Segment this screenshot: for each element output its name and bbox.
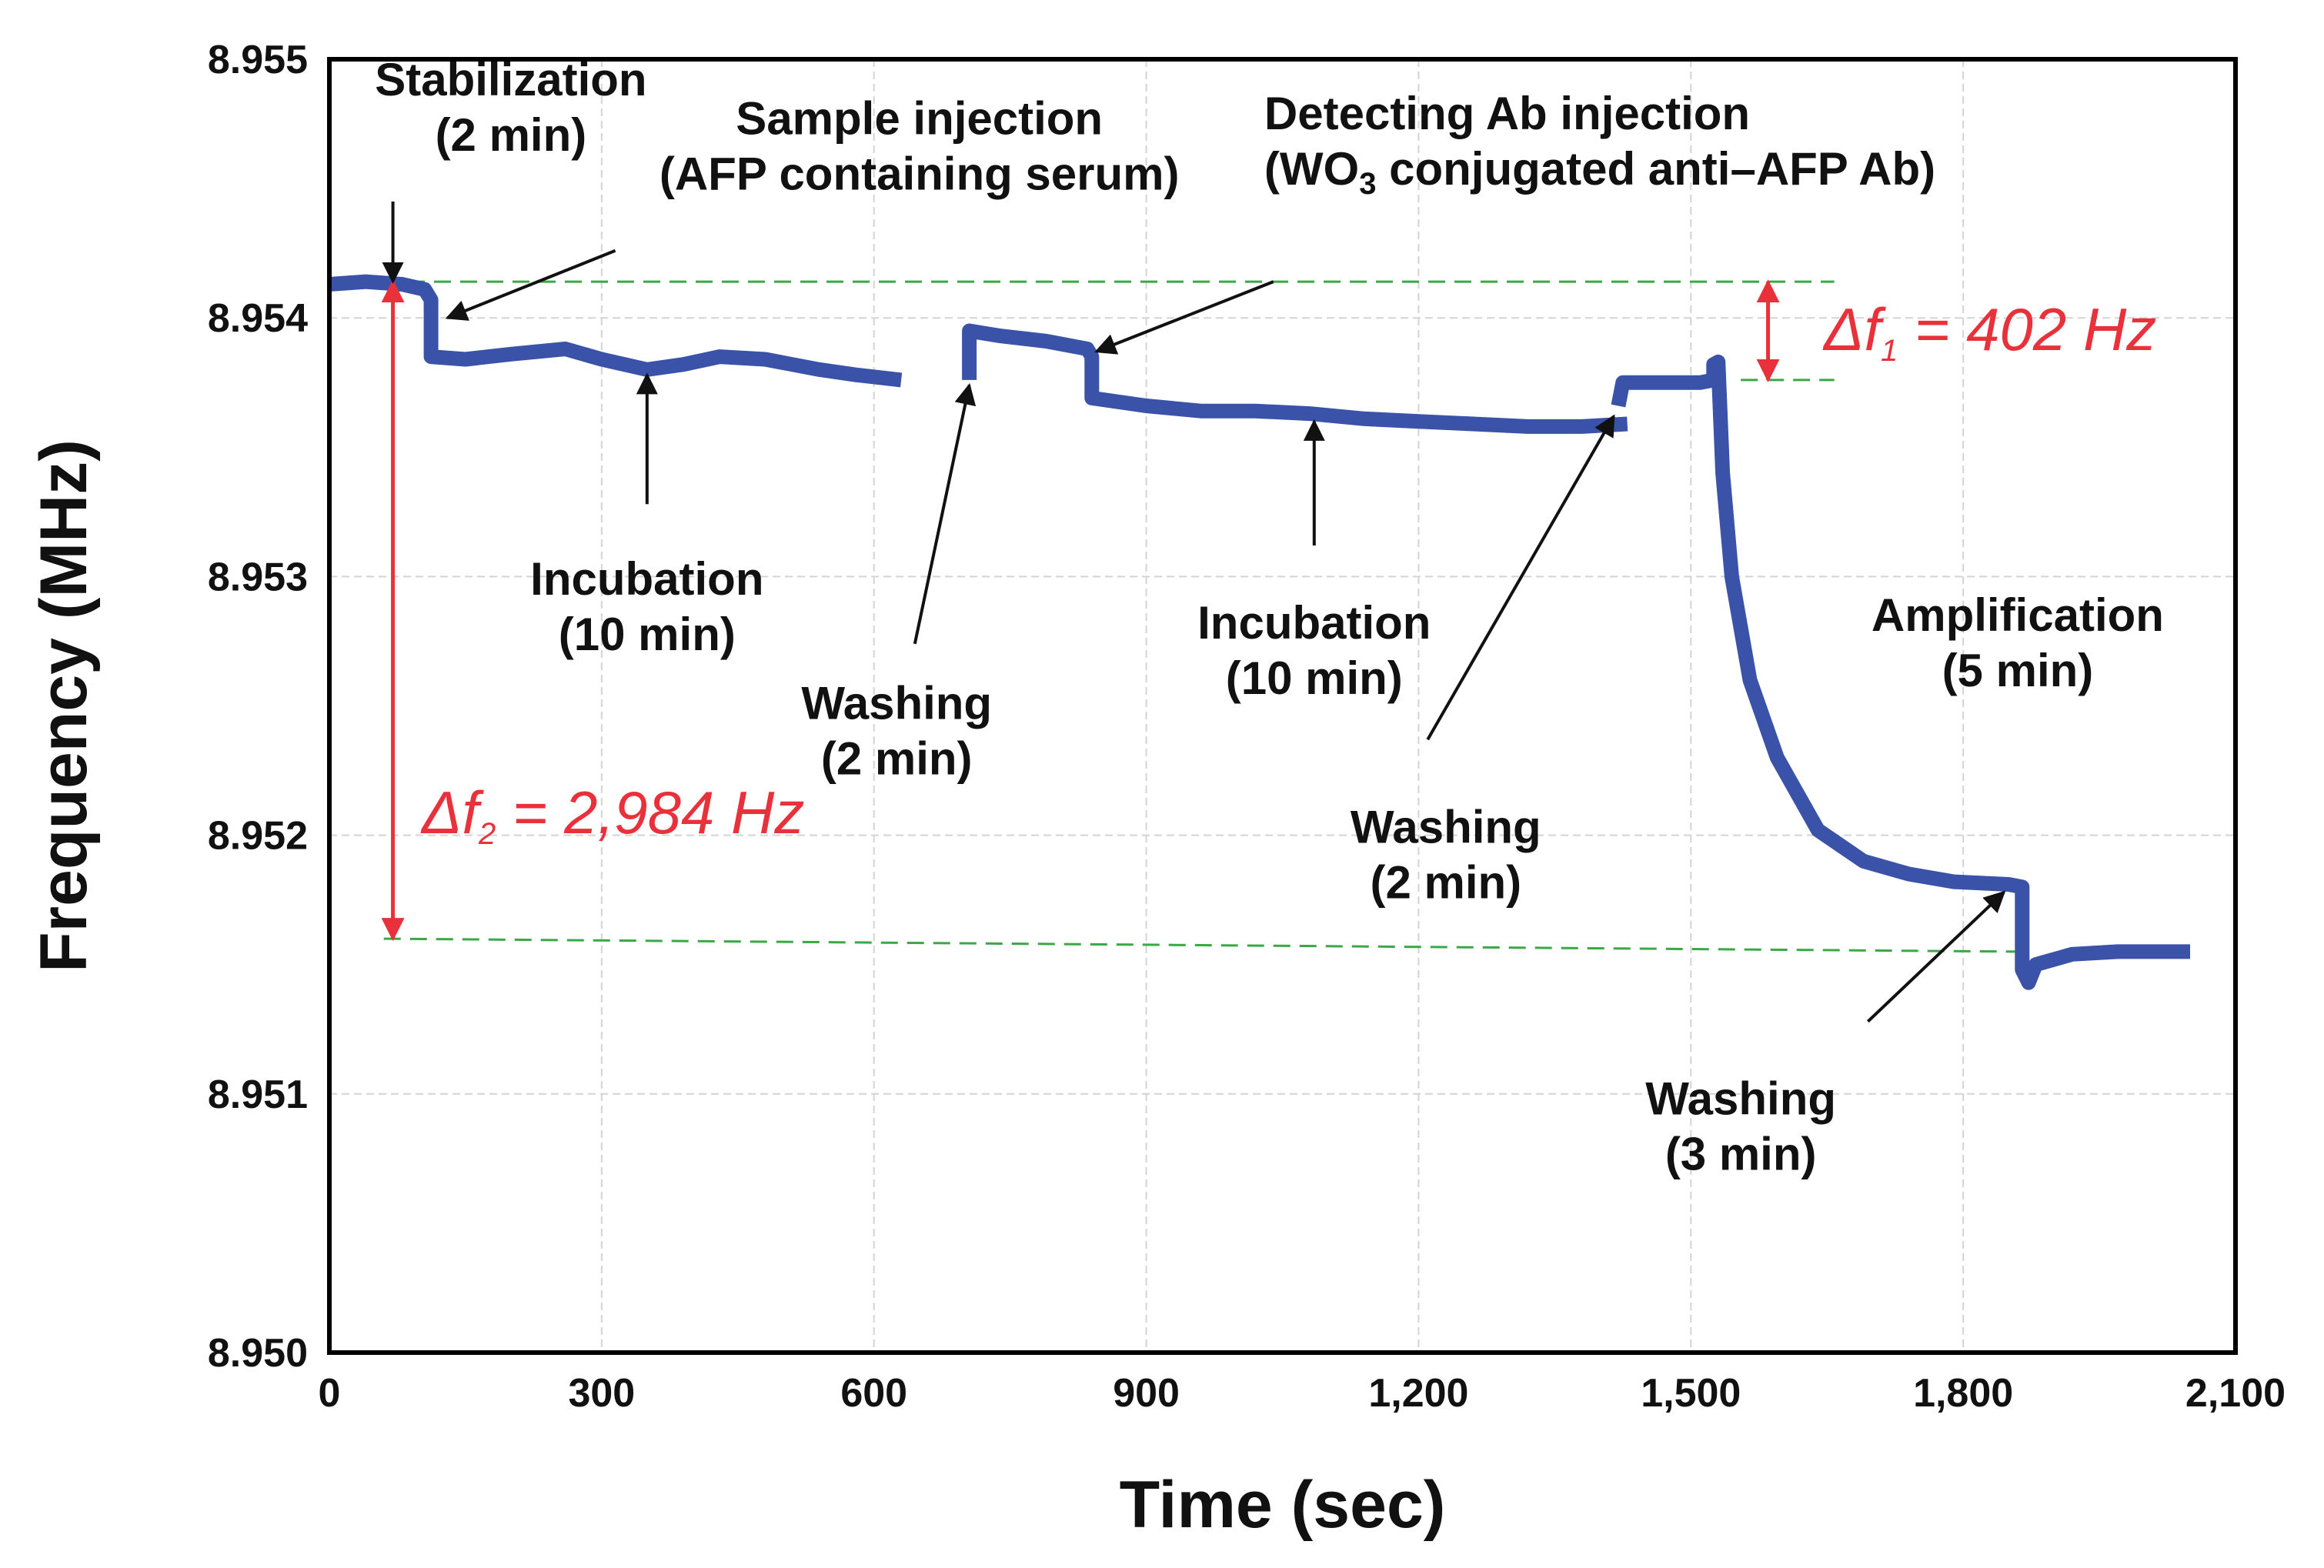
annotation-text: conjugated anti–AFP Ab) [1376, 143, 1935, 195]
annotation-label: (AFP containing serum) [659, 148, 1180, 199]
x-tick-label: 600 [840, 1371, 907, 1416]
y-tick-label: 8.952 [208, 814, 308, 859]
data-series [329, 274, 2190, 990]
grid [329, 58, 2236, 1353]
annotation-label: Detecting Ab injection [1264, 88, 1750, 139]
annotation-label: (5 min) [1942, 645, 2094, 696]
plot-frame [327, 57, 2238, 1355]
axis-ticks: 0 300 600 900 1,200 1,500 1,800 2,100 8.950 8.951… [208, 38, 2286, 1416]
annotation-label: (3 min) [1665, 1129, 1817, 1180]
annotation-label: (WO3 conjugated anti–AFP Ab) [1264, 143, 1935, 201]
y-axis-title: Frequency (MHz) [27, 439, 101, 972]
annotation-label: Washing [1645, 1073, 1836, 1125]
annotation-label: (10 min) [559, 609, 736, 660]
delta-symbol: Δf [1822, 295, 1886, 363]
frequency-series-segment [1611, 354, 2190, 990]
annotation-arrow [445, 249, 616, 321]
delta-subscript: 2 [478, 817, 496, 851]
delta-value: = 402 Hz [1898, 295, 2156, 363]
annotation-label: Incubation [1197, 597, 1431, 649]
y-tick-label: 8.953 [208, 555, 308, 599]
annotation-label: Stabilization [375, 54, 646, 105]
y-tick-label: 8.954 [208, 296, 308, 341]
annotation-label: Washing [1351, 802, 1541, 853]
annotation-arrow [1426, 414, 1615, 741]
annotation-text: (WO [1264, 143, 1359, 195]
x-tick-label: 1,800 [1913, 1371, 2013, 1416]
x-tick-label: 0 [319, 1371, 341, 1416]
baseline-reference-line [383, 937, 2018, 953]
y-tick-label: 8.950 [208, 1331, 308, 1376]
x-tick-label: 300 [568, 1371, 635, 1416]
x-tick-label: 1,500 [1641, 1371, 1741, 1416]
annotation-label: (2 min) [1370, 857, 1521, 909]
annotation-label: Washing [801, 677, 992, 729]
annotation-arrow [1866, 890, 2006, 1023]
x-tick-label: 2,100 [2185, 1371, 2286, 1416]
annotation-arrow [913, 382, 977, 645]
annotation-label: Amplification [1872, 589, 2164, 641]
annotation-label: (2 min) [821, 732, 973, 784]
y-tick-label: 8.951 [208, 1073, 308, 1117]
x-tick-label: 1,200 [1368, 1371, 1468, 1416]
y-tick-label: 8.955 [208, 38, 308, 82]
delta-value: = 2,984 Hz [496, 779, 804, 846]
frequency-series-segment [329, 274, 903, 388]
delta-subscript: 1 [1881, 334, 1898, 368]
frequency-series-segment [962, 323, 1628, 434]
x-tick-label: 900 [1113, 1371, 1180, 1416]
annotation-subscript: 3 [1359, 167, 1376, 201]
annotation-label: (2 min) [436, 109, 587, 161]
x-axis-title: Time (sec) [1120, 1468, 1446, 1542]
annotation-label: Sample injection [736, 92, 1103, 144]
delta-f1-label: Δf1 = 402 Hz [1822, 295, 2156, 368]
reference-lines [329, 280, 2018, 953]
annotation-label: Incubation [530, 553, 763, 605]
annotation-arrow [1094, 280, 1274, 355]
delta-f2-label: Δf2 = 2,984 Hz [420, 779, 804, 851]
annotations: Stabilization(2 min) Sample injection(AFP… [375, 54, 2164, 1180]
delta-symbol: Δf [420, 779, 484, 846]
annotation-label: (10 min) [1226, 652, 1403, 704]
